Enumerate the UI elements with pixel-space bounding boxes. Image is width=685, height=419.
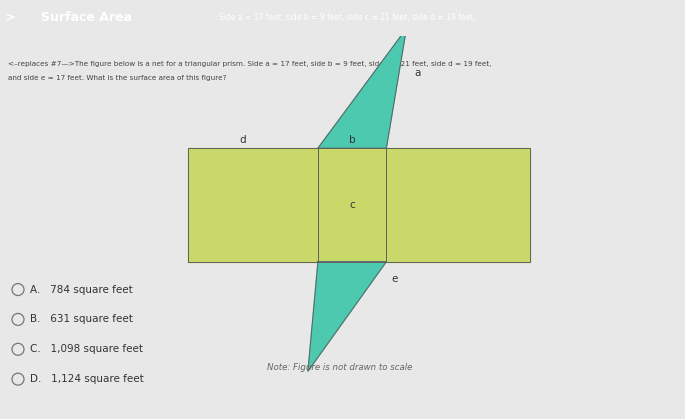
- Text: A.   784 square feet: A. 784 square feet: [30, 285, 133, 295]
- Polygon shape: [318, 28, 406, 148]
- Text: Surface Area: Surface Area: [41, 11, 132, 24]
- Text: B.   631 square feet: B. 631 square feet: [30, 314, 133, 324]
- Text: a: a: [414, 68, 421, 78]
- Text: >: >: [5, 11, 16, 24]
- Text: Side a = 17 feet, side b = 9 feet, side c = 21 feet, side d = 19 feet,: Side a = 17 feet, side b = 9 feet, side …: [219, 13, 476, 22]
- Polygon shape: [188, 148, 530, 261]
- Text: b: b: [349, 135, 356, 145]
- Text: <–replaces #7—>The figure below is a net for a triangular prism. Side a = 17 fee: <–replaces #7—>The figure below is a net…: [8, 60, 492, 67]
- Text: c: c: [349, 200, 355, 210]
- Text: C.   1,098 square feet: C. 1,098 square feet: [30, 344, 143, 354]
- Polygon shape: [308, 261, 386, 371]
- Text: e: e: [391, 274, 398, 284]
- Text: and side e = 17 feet. What is the surface area of this figure?: and side e = 17 feet. What is the surfac…: [8, 75, 227, 81]
- Text: D.   1,124 square feet: D. 1,124 square feet: [30, 374, 144, 384]
- Text: d: d: [240, 135, 247, 145]
- Text: Note: Figure is not drawn to scale: Note: Figure is not drawn to scale: [267, 363, 412, 372]
